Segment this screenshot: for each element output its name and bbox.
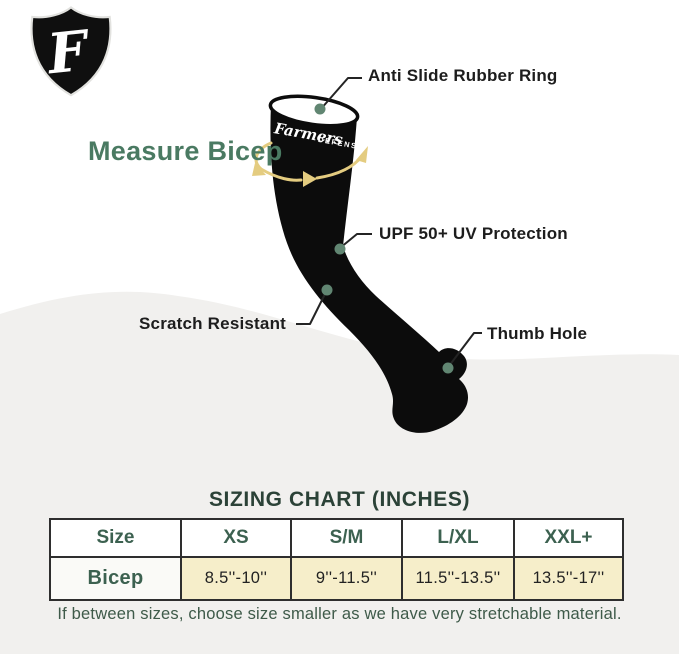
upf-dot (334, 243, 346, 255)
col-header-xxl: XXL+ (513, 518, 624, 558)
col-header-sm: S/M (290, 518, 403, 558)
sizing-table: Size XS S/M L/XL XXL+ Bicep 8.5''-10'' 9… (49, 518, 624, 601)
bicep-row-label: Bicep (49, 556, 182, 601)
bicep-value-xs: 8.5''-10'' (180, 556, 292, 601)
scratch-resistant-label: Scratch Resistant (139, 314, 287, 333)
callout-lines (296, 77, 482, 367)
bicep-value-xxl: 13.5''-17'' (513, 556, 624, 601)
bicep-value-lxl: 11.5''-13.5'' (401, 556, 515, 601)
size-header-cell: Size (49, 518, 182, 558)
anti-slide-label: Anti Slide Rubber Ring (368, 66, 558, 85)
sizing-note: If between sizes, choose size smaller as… (57, 605, 622, 623)
sizing-chart-title: SIZING CHART (INCHES) (208, 488, 471, 511)
shield-shape (30, 6, 112, 97)
callout-dots (314, 103, 454, 374)
anti-slide-dot (314, 103, 326, 115)
scratch-line (296, 291, 327, 325)
upf-label: UPF 50+ UV Protection (379, 224, 568, 243)
arm-sleeve (270, 104, 469, 433)
measure-bicep-label: Measure Bicep (88, 136, 283, 166)
bicep-row: Bicep 8.5''-10'' 9''-11.5'' 11.5''-13.5'… (49, 556, 624, 601)
anti-slide-line (319, 77, 362, 111)
scratch-dot (321, 284, 333, 296)
upf-line (339, 233, 372, 249)
thumb-hole-label: Thumb Hole (487, 324, 588, 343)
col-header-xs: XS (180, 518, 292, 558)
thumb-dot (442, 362, 454, 374)
measure-arrowheads (252, 146, 368, 187)
brand-shield-logo: F (30, 6, 112, 97)
thumb-line (448, 332, 482, 367)
sizing-header-row: Size XS S/M L/XL XXL+ (49, 518, 624, 558)
bicep-value-sm: 9''-11.5'' (290, 556, 403, 601)
cuff-opening (268, 94, 360, 128)
col-header-lxl: L/XL (401, 518, 515, 558)
